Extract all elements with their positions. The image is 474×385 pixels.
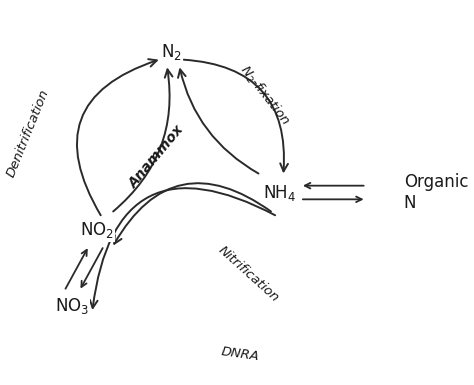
FancyArrowPatch shape: [178, 69, 258, 174]
Text: Denitrification: Denitrification: [4, 88, 52, 179]
FancyArrowPatch shape: [113, 69, 173, 211]
Text: N$_2$-fixation: N$_2$-fixation: [236, 62, 293, 129]
FancyArrowPatch shape: [77, 59, 157, 215]
Text: NO$_3$: NO$_3$: [55, 296, 89, 316]
Text: Nitrification: Nitrification: [215, 244, 281, 305]
Text: DNRA: DNRA: [220, 345, 260, 363]
FancyArrowPatch shape: [184, 60, 288, 171]
Text: NO$_2$: NO$_2$: [80, 221, 114, 241]
Text: NH$_4$: NH$_4$: [263, 182, 296, 203]
FancyArrowPatch shape: [90, 188, 275, 308]
Text: N$_2$: N$_2$: [161, 42, 182, 62]
Text: Anammox: Anammox: [127, 122, 187, 191]
Text: Organic
N: Organic N: [404, 173, 468, 212]
FancyArrowPatch shape: [114, 183, 271, 244]
